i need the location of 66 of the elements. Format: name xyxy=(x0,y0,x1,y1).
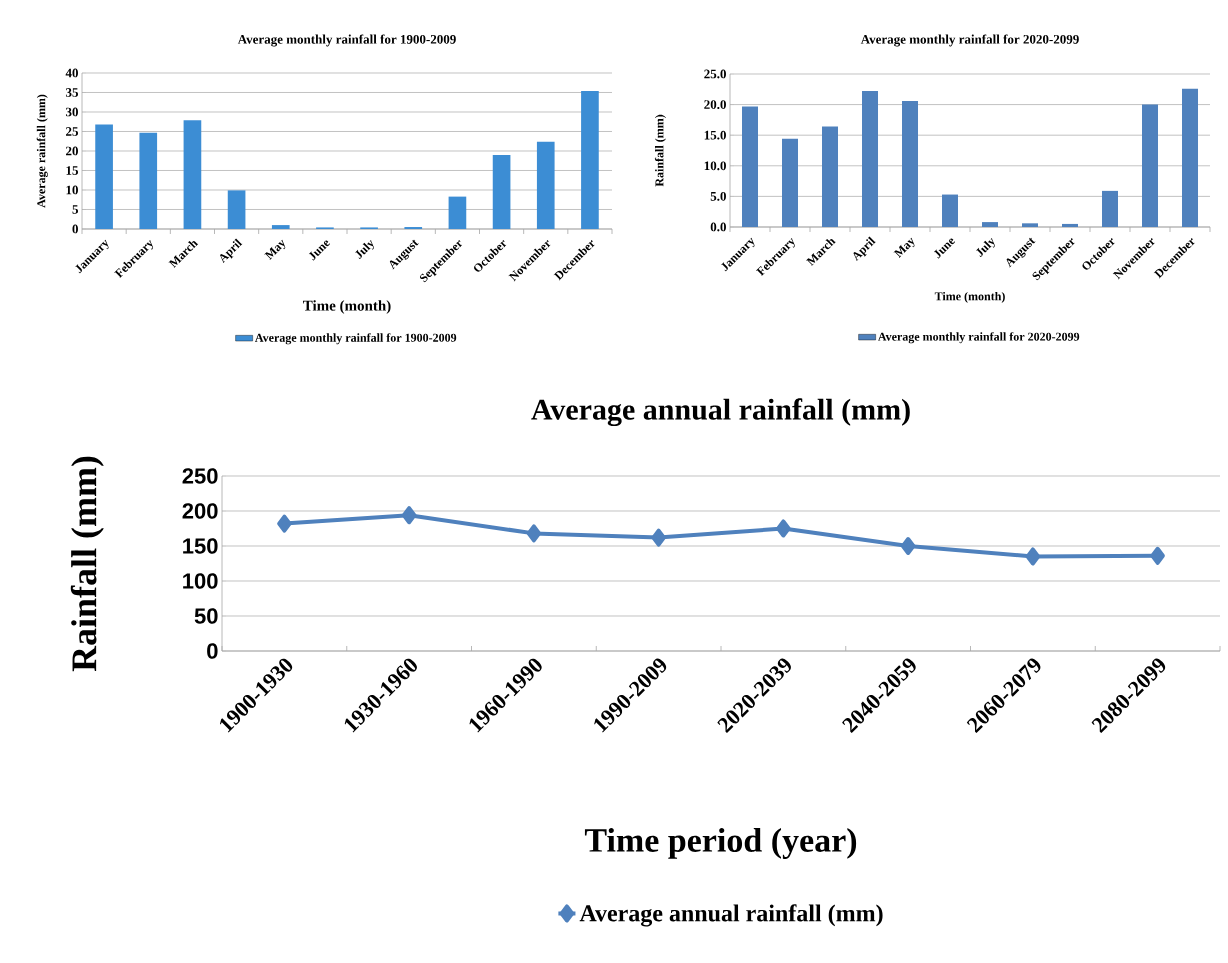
y-tick-label: 0 xyxy=(207,643,218,659)
point xyxy=(1150,546,1165,565)
bar xyxy=(902,100,919,227)
y-tick-label: 100 xyxy=(183,573,218,589)
y-tick-label: 25 xyxy=(66,127,78,136)
x-axis-title: Time period (year) xyxy=(584,828,857,859)
y-tick-label: 10 xyxy=(66,185,78,195)
y-tick-label: 250 xyxy=(182,468,218,484)
y-tick-label: 40 xyxy=(65,68,78,78)
y-tick-label: 0 xyxy=(72,224,78,234)
bar xyxy=(942,194,959,227)
chart-title: Average monthly rainfall for 1900-2009 xyxy=(237,34,456,47)
x-axis-title: Time (month) xyxy=(934,291,1005,303)
legend-label: Average monthly rainfall for 1900-2009 xyxy=(254,333,457,345)
x-tick-label: July xyxy=(355,240,374,260)
bar xyxy=(139,132,158,229)
bar xyxy=(448,196,467,229)
bar xyxy=(1142,104,1159,227)
y-tick-label: 5 xyxy=(72,205,78,214)
bar xyxy=(822,126,839,227)
point xyxy=(776,519,791,538)
point xyxy=(1025,547,1041,566)
point xyxy=(401,506,417,525)
y-axis-title: Rainfall (mm) xyxy=(654,114,666,187)
bar xyxy=(536,141,555,229)
y-tick-label: 25.0 xyxy=(704,69,726,79)
legend-label: Average monthly rainfall for 2020-2099 xyxy=(877,332,1080,344)
x-tick-label: May xyxy=(893,237,915,258)
bar xyxy=(1182,88,1199,227)
bar xyxy=(183,120,202,229)
y-tick-label: 20.0 xyxy=(704,100,726,110)
bar xyxy=(95,124,113,229)
x-axis-title: Time (month) xyxy=(303,300,391,314)
bar xyxy=(982,222,999,227)
y-tick-label: 5.0 xyxy=(710,191,726,201)
y-tick-label: 15.0 xyxy=(704,130,726,140)
bar xyxy=(742,106,759,227)
y-tick-label: 10.0 xyxy=(704,161,726,171)
y-axis-title: Average rainfall (mm) xyxy=(36,94,48,208)
y-tick-label: 15 xyxy=(66,166,78,175)
bar xyxy=(492,154,511,229)
legend-label: Average annual rainfall (mm) xyxy=(579,904,883,927)
x-tick-label: July xyxy=(976,238,995,258)
y-tick-label: 30 xyxy=(65,107,78,117)
x-tick-label: May xyxy=(264,239,286,260)
y-tick-label: 50 xyxy=(194,608,218,624)
point xyxy=(900,536,916,555)
y-tick-label: 20 xyxy=(66,146,78,156)
y-tick-label: 35 xyxy=(65,88,78,97)
bar xyxy=(227,190,246,229)
y-axis-title: Rainfall (mm) xyxy=(70,456,104,672)
bar xyxy=(1102,190,1119,227)
chart-title: Average monthly rainfall for 2020-2099 xyxy=(860,34,1079,47)
point xyxy=(526,524,542,543)
point xyxy=(277,514,292,533)
bar xyxy=(862,91,879,227)
bar xyxy=(1022,223,1039,227)
y-tick-label: 150 xyxy=(183,538,218,554)
bar xyxy=(1062,223,1079,227)
bar xyxy=(271,225,290,229)
chart-title: Average annual rainfall (mm) xyxy=(531,398,910,427)
y-tick-label: 0.0 xyxy=(710,222,726,232)
y-tick-label: 200 xyxy=(182,503,218,519)
bar xyxy=(581,90,599,229)
bar xyxy=(782,138,799,227)
point xyxy=(651,528,666,547)
